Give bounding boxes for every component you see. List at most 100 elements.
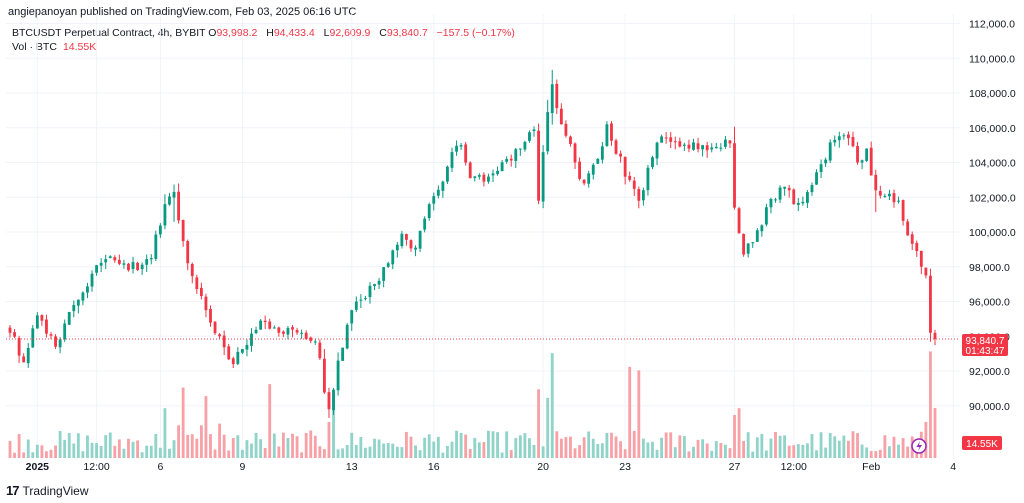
candle-body [332, 389, 335, 411]
volume-bar [391, 443, 395, 458]
volume-bar [455, 430, 458, 458]
candle-body [190, 263, 194, 277]
candle-body [436, 189, 440, 196]
volume-bar [464, 434, 468, 458]
volume-bar [865, 447, 869, 458]
candle-body [764, 207, 768, 225]
volume-bar [723, 444, 727, 458]
volume-bar [222, 434, 226, 458]
volume-bar [582, 437, 586, 458]
volume-bar [500, 452, 504, 458]
candle-body [95, 265, 98, 273]
candle-body [218, 334, 222, 337]
candle-body [300, 332, 304, 334]
candle-body [910, 234, 914, 244]
volume-bar [628, 366, 632, 458]
candle-body [400, 233, 404, 246]
candle-body [35, 315, 39, 329]
candle-body [277, 327, 281, 333]
volume-bar [847, 440, 850, 458]
candle-body [564, 123, 568, 136]
candle-body [67, 312, 71, 325]
price-tick-label: 108,000.0 [969, 88, 1016, 100]
volume-bar [764, 450, 768, 458]
time-tick-label: 12:00 [781, 461, 807, 473]
candle-body [181, 220, 185, 242]
candle-body [373, 284, 376, 287]
candle-body [482, 174, 486, 182]
high-value: 94,433.4 [273, 27, 315, 39]
candle-body [605, 124, 609, 146]
volume-bar [95, 443, 98, 458]
volume-bar [888, 446, 891, 458]
volume-bar [154, 433, 158, 458]
footer-brand[interactable]: TradingView [22, 483, 89, 498]
candle-body [231, 358, 235, 365]
candle-body [395, 244, 399, 251]
candle-body [108, 256, 112, 259]
candle-body [140, 264, 144, 270]
alert-icon[interactable] [911, 438, 927, 454]
volume-bar [99, 445, 103, 458]
volume-bar [86, 435, 89, 458]
candle-body [446, 166, 449, 182]
time-tick-label: 4 [950, 461, 956, 473]
time-tick-label: 12:00 [83, 461, 109, 473]
volume-bar [769, 438, 773, 458]
volume-bar [514, 438, 518, 458]
time-axis: 2025 12:00 6 9 13 16 20 23 27 12:00 Feb 4 [26, 461, 957, 473]
candle-body [792, 189, 796, 205]
volume-bar [250, 443, 253, 458]
candle-body [742, 233, 746, 255]
price-tick-label: 96,000.0 [969, 297, 1010, 309]
volume-bar [17, 434, 21, 458]
candle-body [464, 144, 468, 163]
candle-body [919, 250, 923, 267]
volume-bar [90, 442, 94, 458]
volume-bar [933, 407, 937, 458]
candle-body [796, 203, 800, 205]
candle-body [587, 173, 591, 184]
candle-body [58, 339, 62, 348]
candle-body [295, 330, 299, 333]
volume-bar [655, 449, 659, 458]
candle-body [865, 148, 869, 161]
time-tick-label: 16 [428, 461, 440, 473]
volume-bar [122, 448, 126, 458]
volume-bar [541, 446, 545, 458]
candle-body [468, 162, 472, 179]
volume-bar [423, 437, 427, 458]
candlesticks [8, 69, 937, 419]
volume-bar [837, 440, 841, 458]
volume-bar [468, 448, 472, 458]
volume-bar [368, 446, 372, 458]
candle-body [692, 142, 695, 150]
volume-tag-text: 14.55K [966, 439, 998, 450]
volume-bar [869, 450, 873, 458]
volume-bar [714, 441, 718, 458]
volume-bar [218, 423, 222, 458]
time-tick-label: 2025 [26, 461, 50, 473]
candle-body [888, 193, 891, 197]
candle-body [733, 143, 736, 208]
candle-body [254, 329, 258, 334]
volume-bar [386, 443, 390, 458]
volume-bar [35, 444, 39, 458]
candle-body [610, 123, 613, 141]
candle-body [250, 333, 253, 346]
candle-body [496, 170, 499, 175]
candle-body [227, 346, 231, 360]
candle-body [459, 145, 463, 147]
candle-body [723, 139, 727, 147]
open-value: 93,998.2 [216, 27, 258, 39]
volume-bar [58, 431, 62, 458]
open-label: O [208, 27, 217, 39]
time-tick-label: 20 [537, 461, 549, 473]
volume-bar [851, 431, 855, 458]
candle-body [158, 225, 162, 235]
candle-body [833, 139, 837, 143]
candle-body [222, 335, 226, 348]
candle-body [341, 347, 345, 361]
volume-bar [660, 437, 664, 458]
